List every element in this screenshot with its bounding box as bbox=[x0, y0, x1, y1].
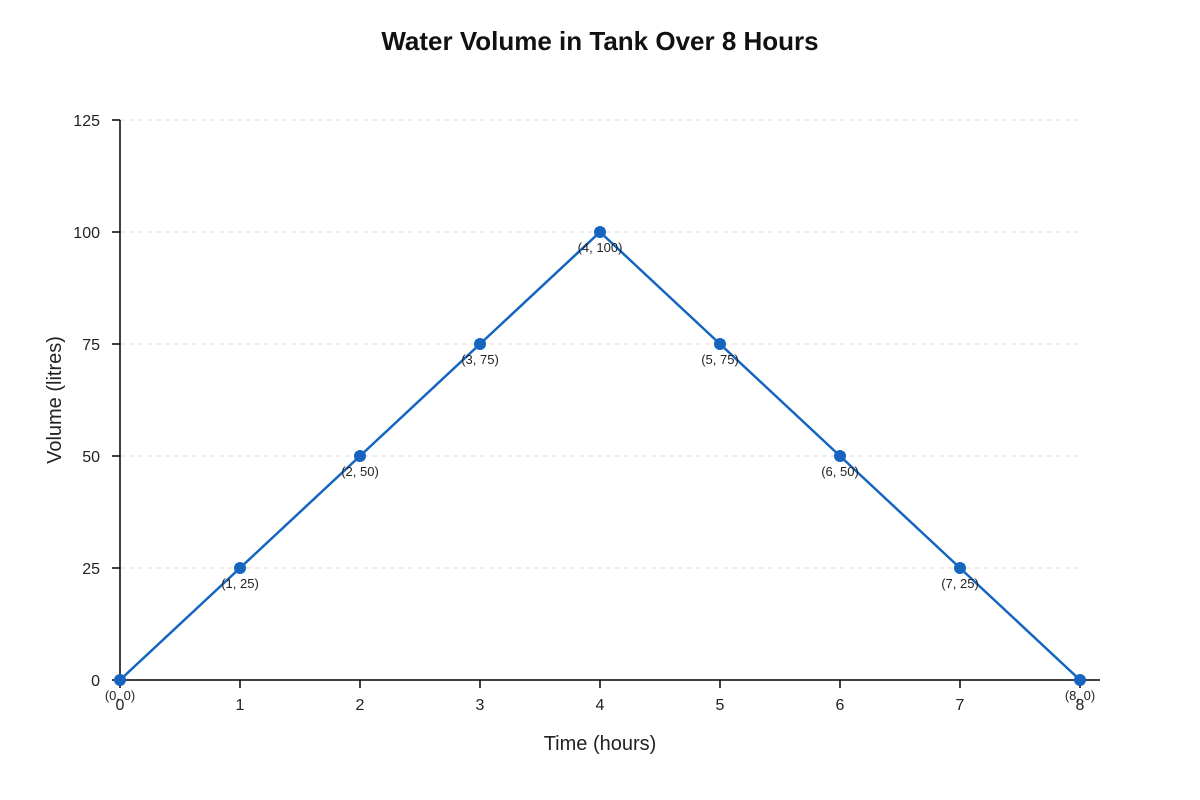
y-tick-label: 75 bbox=[82, 337, 100, 354]
data-label: (7, 25) bbox=[941, 576, 979, 591]
grid bbox=[120, 119, 1080, 569]
x-tick-label: 5 bbox=[716, 697, 725, 714]
data-point bbox=[714, 338, 726, 350]
data-label: (3, 75) bbox=[461, 352, 499, 367]
x-tick-label: 0 bbox=[116, 697, 125, 714]
data-point bbox=[474, 338, 486, 350]
x-tick-label: 6 bbox=[836, 697, 845, 714]
x-tick-label: 8 bbox=[1076, 697, 1085, 714]
data-label: (6, 50) bbox=[821, 464, 859, 479]
data-point bbox=[954, 562, 966, 574]
data-label: (5, 75) bbox=[701, 352, 739, 367]
data-label: (0, 0) bbox=[105, 688, 135, 703]
y-axis-label: Volume (litres) bbox=[44, 336, 66, 464]
y-tick-label: 25 bbox=[82, 561, 100, 578]
data-label: (1, 25) bbox=[221, 576, 259, 591]
x-tick-label: 1 bbox=[236, 697, 245, 714]
data-point bbox=[1074, 674, 1086, 686]
y-tick-label: 100 bbox=[73, 225, 100, 242]
data-labels: (0, 0) (1, 25) (2, 50) (3, 75) (4, 100) (5, 7… bbox=[105, 240, 1095, 703]
x-tick-label: 2 bbox=[356, 697, 365, 714]
chart-title: Water Volume in Tank Over 8 Hours bbox=[381, 26, 818, 56]
axes: 0 25 50 75 100 125 0 1 2 3 4 5 6 7 8 bbox=[73, 113, 1100, 714]
y-tick-label: 125 bbox=[73, 113, 100, 130]
data-label: (8, 0) bbox=[1065, 688, 1095, 703]
data-label: (4, 100) bbox=[578, 240, 623, 255]
x-tick-label: 7 bbox=[956, 697, 965, 714]
data-point bbox=[354, 450, 366, 462]
data-point bbox=[834, 450, 846, 462]
data-point bbox=[234, 562, 246, 574]
x-axis-label: Time (hours) bbox=[544, 733, 657, 755]
y-tick-label: 0 bbox=[91, 673, 100, 690]
series bbox=[114, 226, 1086, 686]
x-tick-label: 4 bbox=[596, 697, 605, 714]
data-point bbox=[114, 674, 126, 686]
x-tick-label: 3 bbox=[476, 697, 485, 714]
data-label: (2, 50) bbox=[341, 464, 379, 479]
y-tick-label: 50 bbox=[82, 449, 100, 466]
data-point bbox=[594, 226, 606, 238]
